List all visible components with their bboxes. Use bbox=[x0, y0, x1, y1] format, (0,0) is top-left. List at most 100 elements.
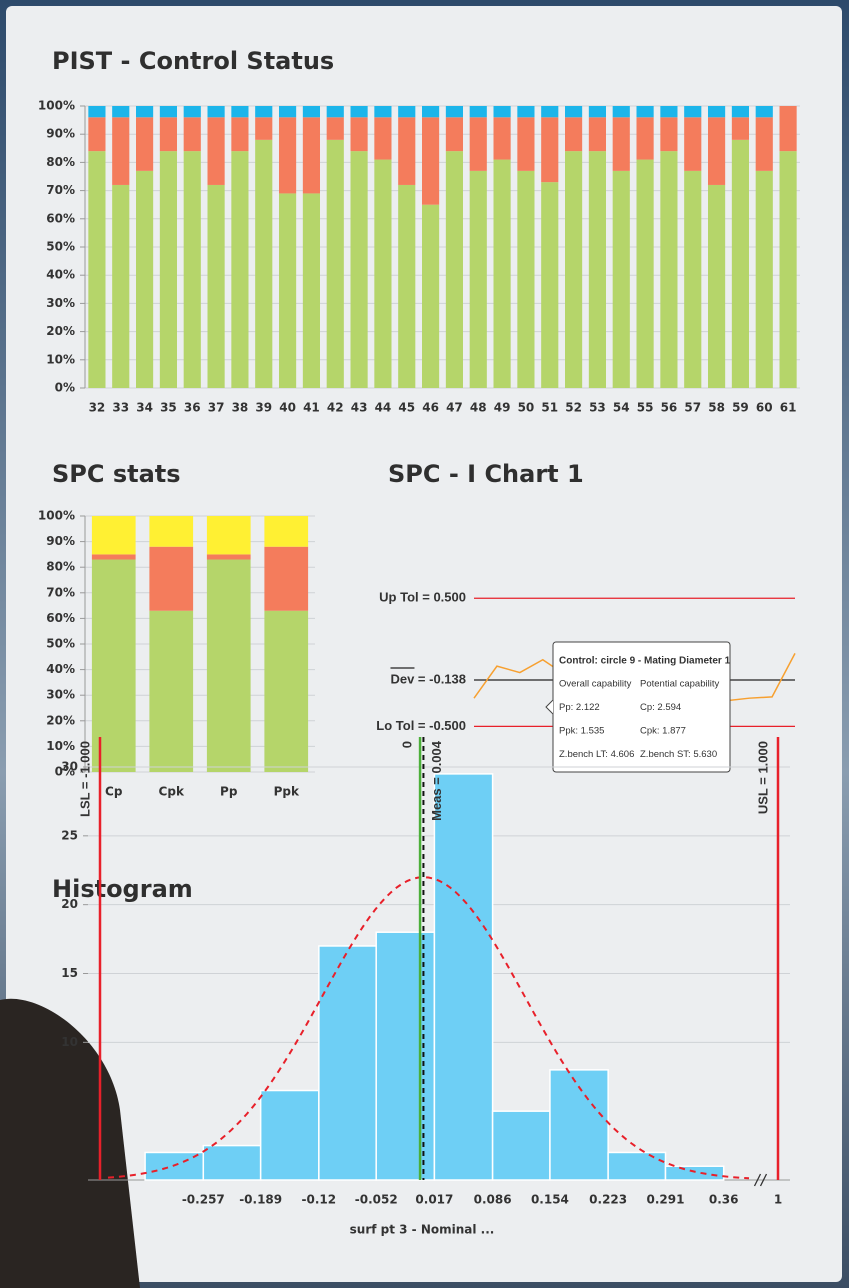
bar-segment bbox=[470, 117, 487, 171]
bar-segment bbox=[351, 106, 368, 117]
bar-segment bbox=[446, 106, 463, 117]
bar-segment bbox=[517, 171, 534, 388]
reference-label: Up Tol = 0.500 bbox=[379, 590, 466, 605]
histogram-bar bbox=[434, 774, 492, 1180]
bar-segment bbox=[446, 151, 463, 388]
bar-segment bbox=[541, 182, 558, 388]
histogram-bar bbox=[608, 1152, 665, 1180]
x-tick-label: 1 bbox=[774, 1193, 782, 1207]
bar-segment bbox=[231, 151, 248, 388]
bar-segment bbox=[422, 106, 439, 117]
tooltip-cell: Pp: 2.122 bbox=[559, 702, 600, 713]
y-tick-label: 40% bbox=[46, 662, 75, 676]
x-tick-label: 48 bbox=[470, 401, 487, 415]
tooltip-title: Control: circle 9 - Mating Diameter 1 bbox=[559, 656, 731, 667]
bar-segment bbox=[149, 611, 193, 772]
bar-segment bbox=[613, 117, 630, 171]
reference-label: Lo Tol = -0.500 bbox=[376, 718, 466, 733]
bar-segment bbox=[494, 106, 511, 117]
bar-segment bbox=[422, 205, 439, 388]
bar-segment bbox=[279, 106, 296, 117]
bar-segment bbox=[184, 151, 201, 388]
y-tick-label: 100% bbox=[38, 99, 75, 113]
bar-segment bbox=[637, 106, 654, 117]
bar-segment bbox=[470, 106, 487, 117]
reference-label: Meas = 0.004 bbox=[429, 740, 444, 821]
bar-segment bbox=[684, 106, 701, 117]
bar-segment bbox=[303, 117, 320, 193]
tooltip-cell: Z.bench ST: 5.630 bbox=[640, 749, 717, 760]
y-tick-label: 100% bbox=[38, 509, 75, 523]
y-tick-label: 10% bbox=[46, 739, 75, 753]
x-tick-label: 0.154 bbox=[531, 1193, 569, 1207]
bar-segment bbox=[398, 106, 415, 117]
y-tick-label: 90% bbox=[46, 534, 75, 548]
reference-label: USL = 1.000 bbox=[755, 741, 770, 814]
dashboard: PIST - Control Status0%10%20%30%40%50%60… bbox=[0, 0, 849, 1288]
bar-segment bbox=[684, 117, 701, 171]
bar-segment bbox=[184, 106, 201, 117]
bar-segment bbox=[303, 193, 320, 388]
x-tick-label: 0.291 bbox=[647, 1193, 685, 1207]
bar-segment bbox=[565, 106, 582, 117]
x-tick-label: -0.052 bbox=[355, 1193, 398, 1207]
x-tick-label: 0.36 bbox=[709, 1193, 739, 1207]
x-tick-label: 38 bbox=[232, 401, 249, 415]
bar-segment bbox=[255, 106, 272, 117]
bar-segment bbox=[422, 117, 439, 204]
x-tick-label: 53 bbox=[589, 401, 606, 415]
bar-segment bbox=[780, 106, 797, 151]
bar-segment bbox=[756, 171, 773, 388]
x-tick-label: 40 bbox=[279, 401, 296, 415]
bar-segment bbox=[264, 516, 308, 547]
x-tick-label: 52 bbox=[565, 401, 582, 415]
bar-segment bbox=[88, 151, 105, 388]
bar-segment bbox=[756, 106, 773, 117]
bar-segment bbox=[303, 106, 320, 117]
bar-segment bbox=[327, 106, 344, 117]
tooltip-cell: Z.bench LT: 4.606 bbox=[559, 749, 634, 760]
bar-segment bbox=[589, 106, 606, 117]
bar-segment bbox=[208, 117, 225, 185]
x-tick-label: 33 bbox=[112, 401, 129, 415]
x-tick-label: 41 bbox=[303, 401, 320, 415]
bar-segment bbox=[112, 106, 129, 117]
y-tick-label: 20 bbox=[61, 897, 78, 911]
bar-segment bbox=[136, 106, 153, 117]
bar-segment bbox=[327, 117, 344, 140]
histogram-bar bbox=[666, 1166, 724, 1180]
bar-segment bbox=[708, 117, 725, 185]
bar-segment bbox=[732, 106, 749, 117]
tooltip-cell: Cpk: 1.877 bbox=[640, 726, 686, 737]
x-tick-label: 32 bbox=[89, 401, 106, 415]
x-tick-label: 37 bbox=[208, 401, 225, 415]
bar-segment bbox=[684, 171, 701, 388]
bar-segment bbox=[208, 106, 225, 117]
chart-title: SPC - I Chart 1 bbox=[388, 460, 584, 488]
bar-segment bbox=[279, 117, 296, 193]
bar-segment bbox=[494, 160, 511, 388]
page: PIST - Control Status0%10%20%30%40%50%60… bbox=[0, 0, 849, 1288]
bar-segment bbox=[660, 106, 677, 117]
x-tick-label: 43 bbox=[351, 401, 368, 415]
y-tick-label: 50% bbox=[46, 637, 75, 651]
x-tick-label: 57 bbox=[684, 401, 701, 415]
x-tick-label: 60 bbox=[756, 401, 773, 415]
bar-segment bbox=[160, 151, 177, 388]
bar-segment bbox=[351, 117, 368, 151]
x-tick-label: 59 bbox=[732, 401, 749, 415]
y-tick-label: 50% bbox=[46, 240, 75, 254]
bar-segment bbox=[264, 611, 308, 772]
x-tick-label: 49 bbox=[494, 401, 511, 415]
bar-segment bbox=[708, 106, 725, 117]
x-tick-label: 55 bbox=[637, 401, 654, 415]
tooltip-cell: Potential capability bbox=[640, 679, 719, 690]
x-tick-label: 0.223 bbox=[589, 1193, 627, 1207]
y-tick-label: 40% bbox=[46, 268, 75, 282]
x-tick-label: Cpk bbox=[159, 785, 185, 799]
bar-segment bbox=[92, 516, 136, 554]
bar-segment bbox=[136, 171, 153, 388]
reference-label: 0 bbox=[400, 741, 415, 748]
bar-segment bbox=[231, 117, 248, 151]
bar-segment bbox=[207, 560, 251, 772]
